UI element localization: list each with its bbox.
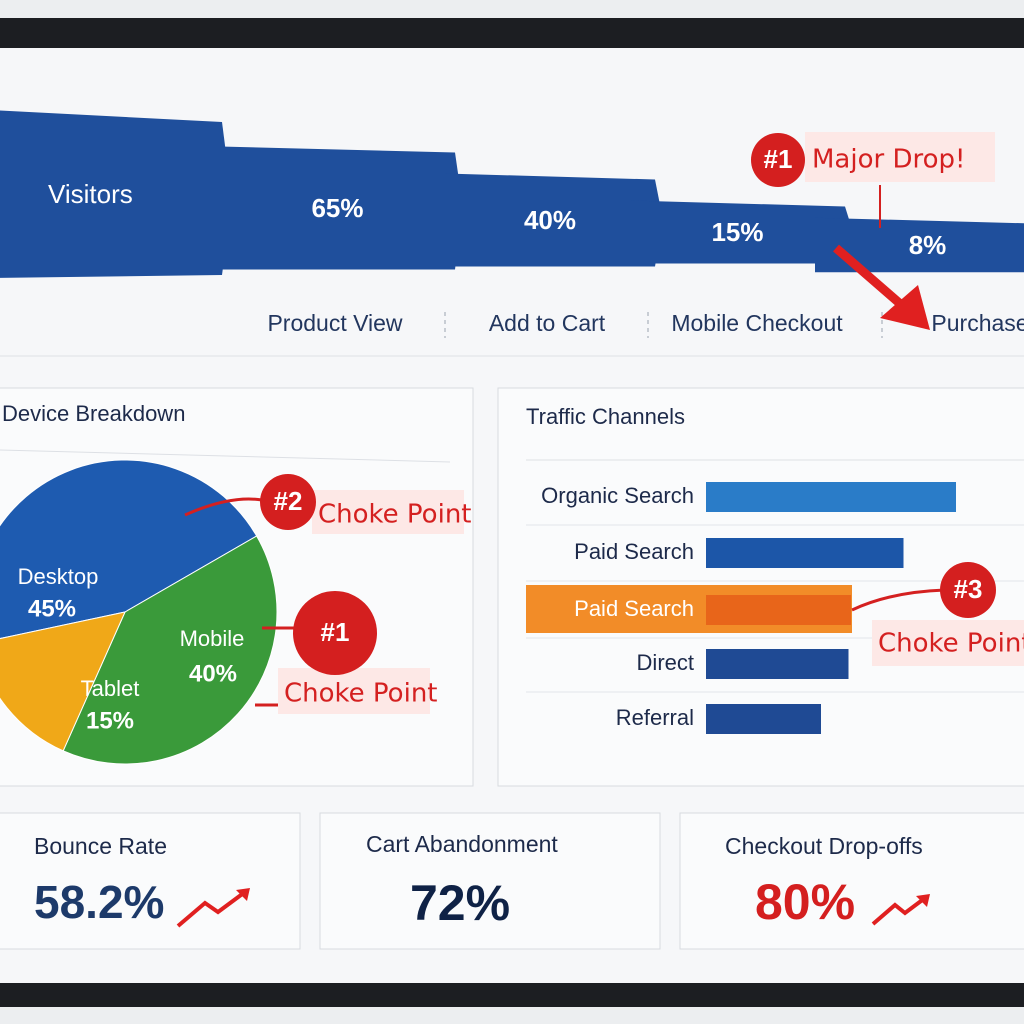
badge [260, 474, 316, 530]
bar [706, 649, 849, 679]
kpi-title: Bounce Rate [34, 833, 167, 859]
pie-slice [0, 459, 258, 640]
annotation: Major Drop! [812, 145, 965, 175]
panel-title: Traffic Channels [526, 404, 685, 429]
category-label: Paid Search [574, 539, 694, 564]
stage-label: Product View [267, 310, 402, 336]
divider [0, 449, 451, 463]
stage-label: Mobile Checkout [671, 310, 843, 336]
annotation-bg [872, 620, 1024, 666]
kpi-card [0, 812, 301, 950]
badge [940, 562, 996, 618]
funnel-segment [445, 173, 663, 267]
category-label: Referral [616, 705, 694, 730]
trend-icon [871, 896, 927, 926]
annotation-line [851, 588, 946, 612]
value-label: 8% [909, 230, 947, 260]
drop-arrow [833, 244, 908, 312]
slice-label: Tablet [81, 676, 140, 701]
slice-label: Desktop [18, 564, 99, 589]
monitor-frame-top [0, 18, 1024, 48]
pie-slice [0, 611, 126, 752]
funnel-start [0, 110, 232, 278]
kpi-card [679, 812, 1024, 950]
badge [751, 133, 805, 187]
trend-icon [916, 894, 930, 907]
value-label: 65% [311, 193, 363, 223]
value-label: 40% [524, 205, 576, 235]
kpi-card [319, 812, 661, 950]
kpi-value: 58.2% [34, 876, 164, 928]
kpi-title: Cart Abandonment [366, 831, 558, 857]
chart-layer: Visitors 65% Product View 40% Add to Cart 15%… [0, 110, 1024, 765]
drop-arrow-head [880, 285, 930, 330]
funnel-segment [220, 146, 463, 270]
badge-text: #1 [764, 144, 793, 174]
annotation-bg [805, 132, 995, 182]
slice-label: Mobile [180, 626, 245, 651]
trend-icon [236, 888, 250, 901]
annotation: Choke Point [318, 500, 472, 530]
annotation-bg [278, 668, 430, 714]
category-label: Paid Search [574, 596, 694, 621]
category-label: Organic Search [541, 483, 694, 508]
stage-label: Add to Cart [489, 310, 606, 336]
bar [706, 482, 956, 512]
annotation-bg [312, 490, 464, 534]
value-label: 45% [28, 595, 76, 622]
funnel-start-label: Visitors [48, 179, 133, 209]
funnel-segment [815, 217, 1024, 273]
badge-text: #1 [321, 617, 350, 647]
value-label: 15% [86, 707, 134, 734]
panel-title: Device Breakdown [2, 401, 185, 426]
annotation: Choke Point [878, 629, 1024, 659]
annotation: Choke Point [284, 679, 438, 709]
bar [706, 704, 821, 734]
value-label: 40% [189, 660, 237, 687]
monitor-frame-bottom [0, 983, 1024, 1007]
trend-icon [176, 890, 247, 928]
bar [706, 595, 851, 625]
funnel-segment [630, 200, 853, 264]
value-label: 15% [711, 217, 763, 247]
bar [706, 538, 904, 568]
badge [293, 591, 377, 675]
kpi-title: Checkout Drop-offs [725, 833, 923, 859]
pie-slice [62, 535, 278, 765]
annotation-line [184, 497, 263, 517]
stage-label: Purchase [931, 310, 1024, 336]
kpi-value: 80% [755, 874, 855, 930]
kpi-value: 72% [410, 875, 510, 931]
category-label: Direct [637, 650, 694, 675]
badge-text: #2 [274, 486, 303, 516]
badge-text: #3 [954, 574, 983, 604]
